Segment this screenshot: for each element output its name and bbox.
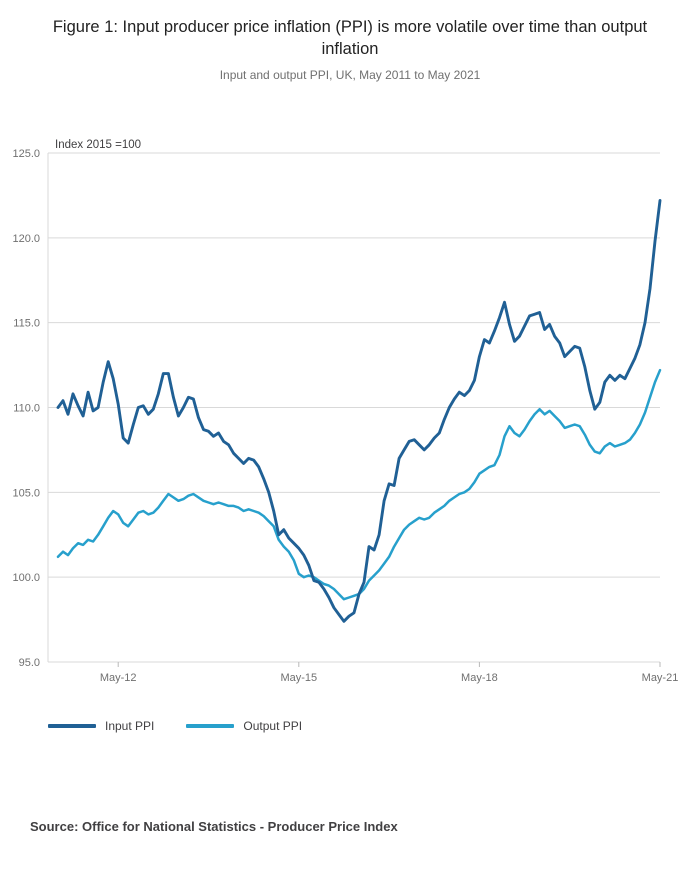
x-tick-label: May-18	[461, 672, 498, 684]
page-title: Figure 1: Input producer price inflation…	[52, 18, 648, 59]
legend-item-output-ppi[interactable]: Output PPI	[186, 719, 302, 733]
x-tick-label: May-21	[642, 672, 679, 684]
y-tick-label: 95.0	[19, 657, 40, 669]
series-line-output-ppi	[56, 368, 662, 600]
legend-label-input-ppi: Input PPI	[105, 718, 155, 733]
y-tick-label: 100.0	[12, 572, 40, 584]
chart-legend: Input PPI Output PPI	[48, 719, 700, 733]
output-ppi-line-swatch	[186, 723, 235, 728]
x-tick-label: May-12	[100, 672, 137, 684]
input-ppi-line-swatch	[48, 723, 96, 728]
legend-label-output-ppi: Output PPI	[243, 718, 303, 733]
x-tick-label: May-15	[280, 672, 317, 684]
ppi-line-chart: 95.0 100.0 105.0 110.0 115.0 120.0 125.0 Index …	[0, 131, 700, 691]
axis-unit-annotation: Index 2015 =100	[55, 139, 141, 151]
source-note: Source: Office for National Statistics -…	[30, 818, 398, 834]
ppi-figure-page: Figure 1: Input producer price inflation…	[0, 16, 700, 873]
series-line-input-ppi	[56, 198, 662, 623]
page-subtitle: Input and output PPI, UK, May 2011 to Ma…	[219, 67, 481, 82]
y-tick-label: 120.0	[12, 232, 40, 244]
legend-item-input-ppi[interactable]: Input PPI	[48, 719, 154, 733]
y-tick-label: 115.0	[13, 317, 40, 329]
y-tick-label: 125.0	[12, 148, 40, 160]
chart-canvas: 95.0 100.0 105.0 110.0 115.0 120.0 125.0 Index …	[12, 139, 679, 684]
y-tick-label: 105.0	[12, 487, 40, 499]
y-tick-label: 110.0	[13, 402, 40, 414]
